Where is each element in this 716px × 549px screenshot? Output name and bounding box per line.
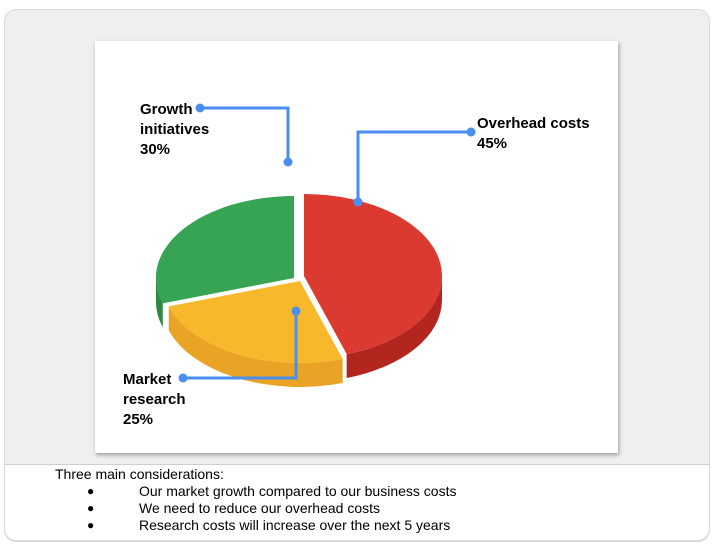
label-growth-percent: 30% bbox=[140, 141, 171, 158]
bullet-icon: ● bbox=[87, 484, 95, 498]
notes-item-text: Our market growth compared to our busine… bbox=[139, 483, 457, 499]
callout-growth-dot bbox=[283, 157, 293, 167]
speaker-notes-panel[interactable]: Three main considerations: ● Our market … bbox=[4, 464, 710, 541]
notes-item-text: We need to reduce our overhead costs bbox=[139, 500, 381, 516]
label-overhead-percent: 45% bbox=[477, 135, 508, 152]
pie-chart bbox=[156, 103, 476, 387]
callout-growth-dot bbox=[195, 103, 205, 113]
callout-overhead-dot bbox=[353, 197, 363, 207]
callout-market-dot bbox=[178, 373, 188, 383]
pie-side-market-research bbox=[168, 306, 343, 387]
label-growth-line2: initiatives bbox=[140, 121, 210, 138]
notes-heading: Three main considerations: bbox=[55, 466, 224, 482]
label-overhead-costs: Overhead costs 45% bbox=[477, 114, 590, 154]
pie-side-overhead-costs bbox=[346, 276, 442, 378]
callout-market-line bbox=[183, 311, 298, 380]
label-market-line2: research bbox=[123, 391, 186, 408]
label-market-line1: Market bbox=[123, 371, 172, 388]
slide-canvas[interactable]: Growth initiatives 30% Overhead costs 45… bbox=[95, 41, 618, 453]
pie-slice-market-research[interactable] bbox=[168, 281, 343, 363]
label-market-percent: 25% bbox=[123, 411, 154, 428]
bullet-icon: ● bbox=[87, 501, 95, 515]
bullet-icon: ● bbox=[87, 518, 95, 532]
label-growth-initiatives: Growth initiatives 30% bbox=[140, 100, 209, 160]
pie-side-growth-initiatives bbox=[156, 278, 163, 328]
callout-market-dot bbox=[291, 306, 301, 316]
label-growth-line1: Growth bbox=[140, 101, 193, 118]
callout-growth-line bbox=[200, 106, 290, 162]
label-market-research: Market research 25% bbox=[123, 370, 186, 430]
pie-slice-growth-initiatives[interactable] bbox=[156, 196, 294, 304]
pie-slice-overhead-costs[interactable] bbox=[304, 194, 442, 354]
label-overhead-line1: Overhead costs bbox=[477, 115, 590, 132]
notes-item-text: Research costs will increase over the ne… bbox=[139, 517, 451, 533]
callout-overhead-dot bbox=[466, 127, 476, 137]
callout-overhead-line bbox=[356, 130, 471, 202]
